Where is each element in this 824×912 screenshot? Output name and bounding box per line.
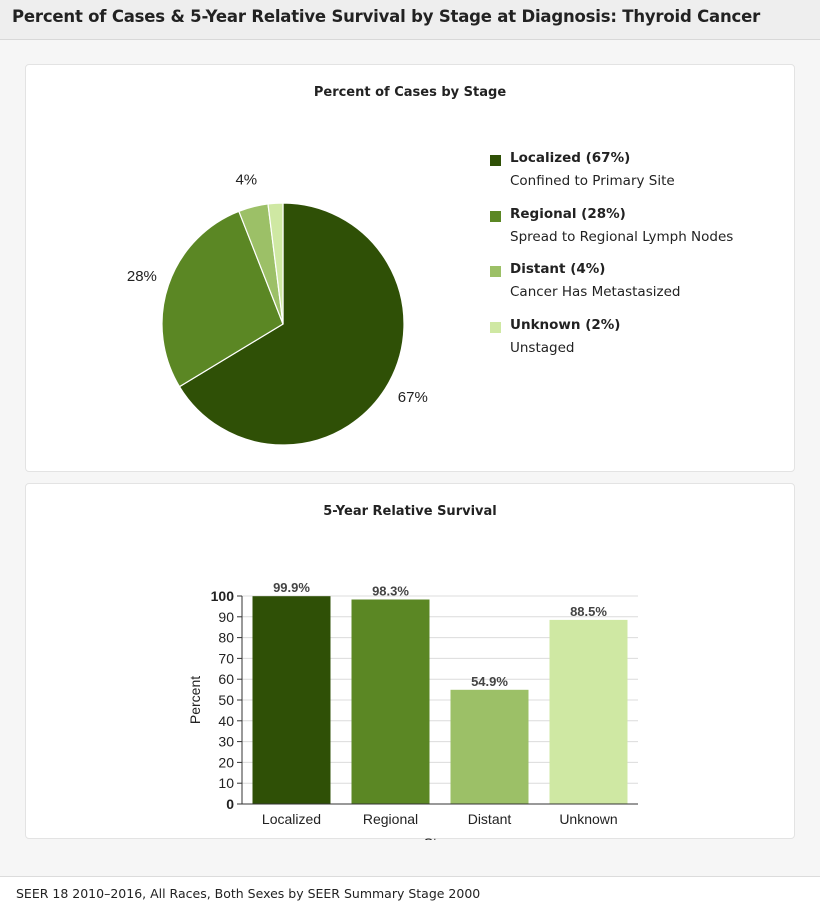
x-tick-label-localized: Localized — [262, 811, 321, 827]
page-footer: SEER 18 2010–2016, All Races, Both Sexes… — [0, 876, 820, 912]
bar-regional — [351, 599, 430, 804]
legend-label-unknown: Unknown (2%) — [510, 317, 621, 333]
x-tick-label-regional: Regional — [363, 811, 418, 827]
bar-value-label-unknown: 88.5% — [570, 604, 607, 619]
legend-swatch-distant — [490, 266, 501, 277]
bar-unknown — [549, 619, 628, 804]
bar-localized — [252, 596, 331, 804]
pie-label-regional: 28% — [127, 268, 157, 285]
legend-description-unknown: Unstaged — [510, 340, 575, 356]
content-frame: Percent of Cases by Stage 67% 28% 4% Local… — [0, 40, 820, 876]
page-header: Percent of Cases & 5-Year Relative Survi… — [0, 0, 820, 40]
legend-description-regional: Spread to Regional Lymph Nodes — [510, 229, 734, 245]
bar-value-label-localized: 99.9% — [273, 580, 310, 595]
y-tick-label: 90 — [218, 609, 234, 625]
bar-distant — [450, 689, 529, 804]
y-tick-label: 10 — [218, 775, 234, 791]
x-tick-label-distant: Distant — [468, 811, 512, 827]
legend-swatch-regional — [490, 211, 501, 222]
y-tick-label: 70 — [218, 650, 234, 666]
legend-swatch-localized — [490, 155, 501, 166]
legend-label-distant: Distant (4%) — [510, 261, 606, 277]
bar-value-label-distant: 54.9% — [471, 674, 508, 689]
page-title: Percent of Cases & 5-Year Relative Survi… — [12, 7, 761, 26]
pie-chart: 67% 28% 4% — [127, 172, 428, 446]
y-tick-label: 60 — [218, 671, 234, 687]
pie-chart-title: Percent of Cases by Stage — [313, 85, 507, 100]
legend-description-localized: Confined to Primary Site — [510, 173, 675, 189]
y-tick-label: 0 — [226, 796, 234, 812]
y-axis-title: Percent — [187, 676, 203, 724]
pie-slice-unknown — [267, 202, 284, 325]
legend-label-localized: Localized (67%) — [510, 150, 631, 166]
pie-slice-localized — [178, 202, 405, 446]
pie-chart-panel: Percent of Cases by Stage 67% 28% 4% Local… — [25, 64, 795, 472]
y-tick-label: 80 — [218, 630, 234, 646]
y-tick-label: 40 — [218, 713, 234, 729]
x-tick-label-unknown: Unknown — [559, 811, 617, 827]
y-tick-label: 30 — [218, 734, 234, 750]
y-tick-label: 100 — [211, 588, 235, 604]
bar-chart: 0 10 20 30 40 50 60 70 80 90 100 99.9% Localized 98.3… — [187, 580, 638, 840]
legend-label-regional: Regional (28%) — [510, 206, 626, 222]
x-axis-title: Stage — [424, 835, 461, 840]
legend-swatch-unknown — [490, 322, 501, 333]
bar-value-label-regional: 98.3% — [372, 584, 409, 599]
bar-chart-title: 5-Year Relative Survival — [323, 504, 497, 519]
pie-label-distant: 4% — [235, 172, 257, 189]
y-tick-label: 20 — [218, 754, 234, 770]
pie-label-localized: 67% — [398, 389, 428, 406]
bar-chart-panel: 5-Year Relative Survival 0 10 20 30 40 50 60 70… — [25, 483, 795, 840]
legend-description-distant: Cancer Has Metastasized — [510, 284, 681, 300]
y-tick-label: 50 — [218, 692, 234, 708]
pie-slice-regional — [161, 210, 284, 388]
footer-source-note: SEER 18 2010–2016, All Races, Both Sexes… — [16, 886, 481, 901]
